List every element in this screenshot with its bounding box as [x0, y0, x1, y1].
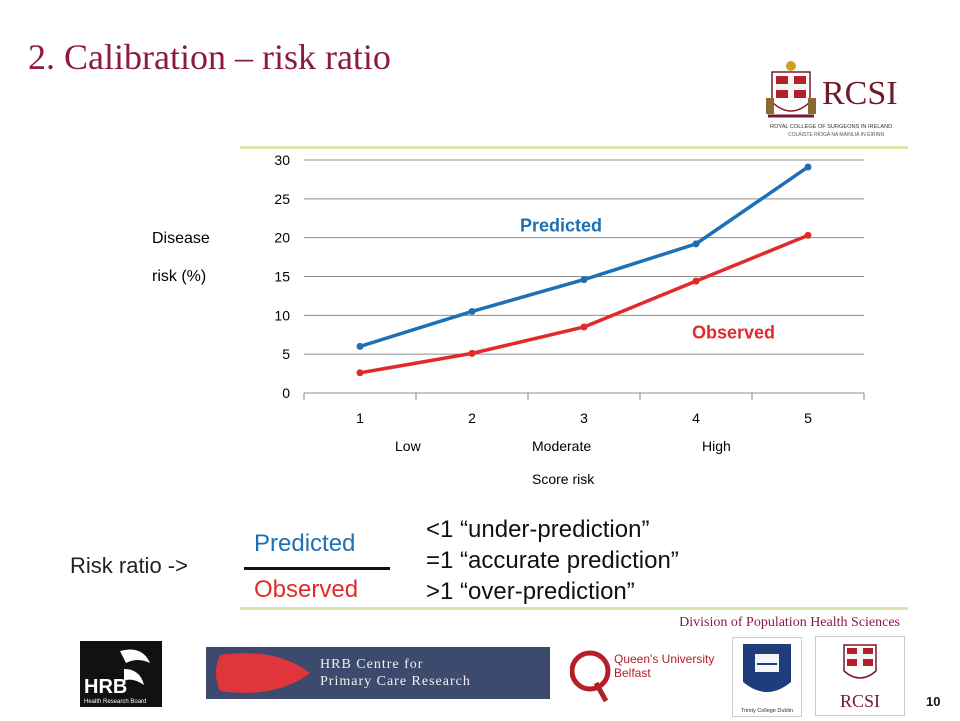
slide-title: 2. Calibration – risk ratio: [28, 37, 391, 77]
ratio-denominator: Observed: [254, 576, 359, 603]
x-category-moderate: Moderate: [532, 438, 592, 454]
interpretation-accurate: =1 “accurate prediction”: [426, 547, 679, 574]
data-point-observed: [692, 277, 700, 285]
division-text: Division of Population Health Sciences: [679, 615, 900, 630]
y-tick-label: 5: [282, 346, 290, 362]
y-tick-label: 25: [274, 191, 290, 207]
y-tick-label: 15: [274, 269, 290, 285]
fraction-bar: [244, 567, 390, 570]
y-tick-label: 30: [274, 152, 290, 168]
bottom-divider: [240, 607, 908, 610]
risk-ratio-label: Risk ratio ->: [70, 553, 188, 578]
y-axis-label-line1: Disease: [152, 230, 210, 247]
rcsi-footer-logo: RCSI: [815, 636, 905, 716]
x-tick-label: 2: [468, 410, 476, 426]
hrb-centre-text: HRB Centre for Primary Care Research: [320, 656, 471, 690]
hrb-logo: HRB Health Research Board: [80, 641, 162, 707]
data-point-observed: [580, 323, 588, 331]
data-point-observed: [468, 349, 476, 357]
crest-icon: [766, 61, 816, 118]
x-tick-label: 5: [804, 410, 812, 426]
hrb-centre-logo: [206, 647, 550, 699]
page-number: 10: [926, 694, 941, 709]
series-line-predicted: [359, 165, 809, 349]
queens-logo-line2: Belfast: [614, 666, 651, 680]
rcsi-logo-text: RCSI: [822, 75, 898, 112]
trinity-logo: Trinity College Dublin: [732, 637, 802, 717]
y-tick-label: 0: [282, 385, 290, 401]
data-point-predicted: [468, 307, 476, 315]
y-tick-labels: 0 5 10 15 20 25 30: [274, 152, 290, 401]
rcsi-header-logo: RCSI ROYAL COLLEGE OF SURGEONS IN IRELAN…: [764, 58, 900, 140]
hrb-logo-sub: Health Research Board: [84, 699, 146, 705]
top-divider: [240, 146, 908, 149]
ratio-interpretation: <1 “under-prediction” =1 “accurate predi…: [426, 514, 679, 607]
x-category-low: Low: [395, 438, 421, 454]
x-axis-title: Score risk: [532, 471, 595, 487]
data-point-predicted: [580, 276, 588, 284]
x-tick-labels: 1 2 3 4 5: [356, 410, 812, 426]
series-label-predicted: Predicted: [520, 215, 602, 235]
y-tick-label: 20: [274, 230, 290, 246]
interpretation-over: >1 “over-prediction”: [426, 578, 635, 605]
data-point-predicted: [356, 342, 364, 350]
ratio-numerator: Predicted: [254, 530, 356, 557]
x-tick-label: 1: [356, 410, 364, 426]
x-tick-label: 3: [580, 410, 588, 426]
hrb-logo-text: HRB: [84, 676, 127, 698]
chart-series: [356, 163, 812, 377]
hrb-centre-line2: Primary Care Research: [320, 674, 471, 689]
data-point-observed: [804, 231, 812, 239]
x-category-high: High: [702, 438, 731, 454]
data-point-predicted: [692, 240, 700, 248]
hrb-centre-line1: HRB Centre for: [320, 657, 424, 672]
queens-logo: Queen's University Belfast: [569, 643, 718, 705]
y-axis-label-line2: risk (%): [152, 268, 207, 285]
y-tick-label: 10: [274, 307, 290, 323]
series-label-observed: Observed: [692, 323, 775, 343]
trinity-logo-text: Trinity College Dublin: [741, 708, 793, 714]
x-tick-label: 4: [692, 410, 700, 426]
rcsi-logo-irish: COLÁISTE RÍOGA NA MÁINLIÁ IN ÉIRINN: [788, 131, 885, 138]
line-chart: 0 5 10 15 20 25 30 1 2 3 4 5 Predicted Observed: [274, 152, 865, 426]
rcsi-footer-text: RCSI: [840, 691, 880, 711]
rcsi-logo-subtitle: ROYAL COLLEGE OF SURGEONS IN IRELAND: [770, 124, 892, 130]
series-line-observed: [359, 233, 809, 375]
q-emblem-icon: [569, 650, 611, 692]
bird-icon: [120, 649, 150, 663]
data-point-observed: [356, 369, 364, 377]
data-point-predicted: [804, 163, 812, 171]
interpretation-under: <1 “under-prediction”: [426, 516, 650, 543]
leaf-icon: [216, 653, 310, 693]
queens-logo-line1: Queen's University: [614, 652, 714, 666]
series-labels: Predicted Observed: [520, 215, 775, 342]
